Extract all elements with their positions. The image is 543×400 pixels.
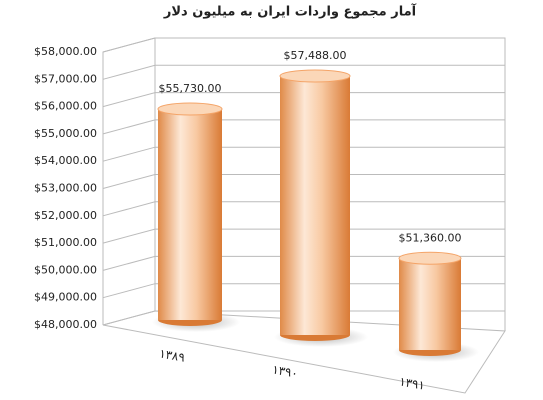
bar	[399, 258, 461, 350]
grid-line	[102, 146, 505, 162]
grid-line	[102, 255, 505, 271]
grid-line	[102, 64, 505, 80]
bar-top	[157, 102, 223, 116]
value-label: $51,360.00	[399, 231, 462, 244]
y-tick-label: $50,000.00	[34, 263, 97, 276]
bar	[158, 108, 222, 320]
y-tick-label: $48,000.00	[34, 318, 97, 331]
y-tick-label: $57,000.00	[34, 72, 97, 85]
bar-top	[398, 251, 462, 265]
value-label: $57,488.00	[284, 49, 347, 62]
bar	[280, 75, 350, 335]
grid-line	[102, 283, 505, 299]
grid-line	[102, 92, 505, 108]
grid-line	[102, 310, 505, 326]
y-tick-label: $55,000.00	[34, 127, 97, 140]
value-label: $55,730.00	[159, 82, 222, 95]
bar-top	[279, 69, 351, 83]
y-tick-label: $58,000.00	[34, 45, 97, 58]
x-tick-label: ۱۳۸۹	[158, 346, 186, 364]
grid-line	[102, 201, 505, 217]
grid-line	[102, 37, 505, 53]
y-tick-label: $56,000.00	[34, 100, 97, 113]
y-tick-label: $51,000.00	[34, 236, 97, 249]
y-tick-label: $52,000.00	[34, 209, 97, 222]
chart-title: آمار مجموع واردات ایران به میلیون دلار	[163, 3, 417, 20]
y-tick-label: $53,000.00	[34, 182, 97, 195]
grid-line	[102, 228, 505, 244]
x-tick-label: ۱۳۹۰	[271, 362, 299, 380]
y-tick-label: $49,000.00	[34, 291, 97, 304]
grid-line	[102, 174, 505, 189]
x-tick-label: ۱۳۹۱	[398, 374, 426, 392]
y-tick-label: $54,000.00	[34, 154, 97, 167]
grid-line	[102, 119, 505, 135]
